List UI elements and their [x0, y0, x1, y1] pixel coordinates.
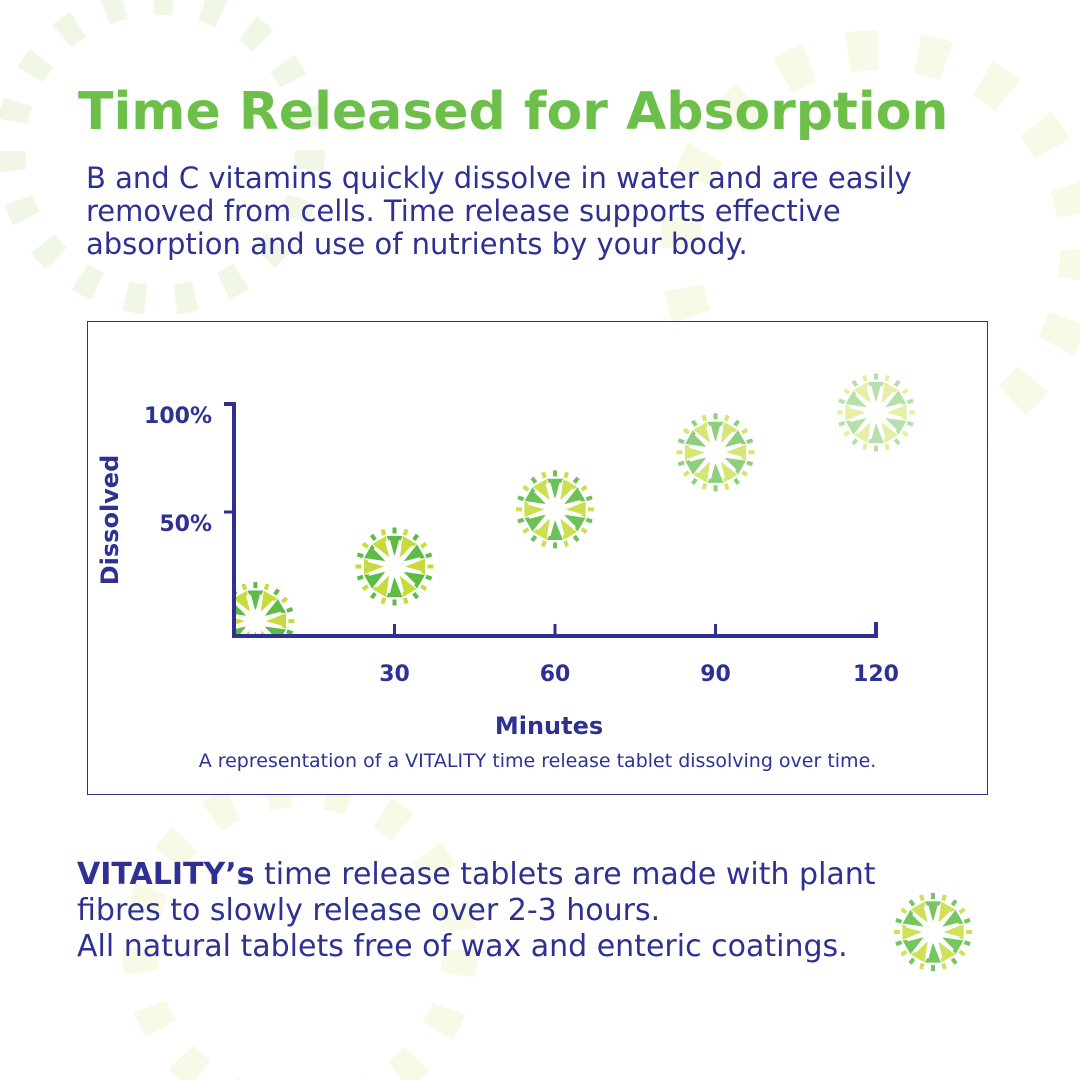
chart-caption: A representation of a VITALITY time rele…: [198, 750, 877, 772]
intro-line: B and C vitamins quickly dissolve in wat…: [86, 161, 912, 195]
x-tick-label: 120: [853, 662, 899, 687]
bottom-line: time release tablets are made with plant: [254, 857, 876, 892]
bottom-line: All natural tablets free of wax and ente…: [77, 929, 848, 964]
x-axis-label: Minutes: [495, 712, 603, 740]
tablet-icon: [355, 527, 434, 606]
intro-line: removed from cells. Time release support…: [86, 194, 841, 228]
tablet-icon: [894, 893, 972, 971]
tablet-icon: [894, 893, 972, 971]
tablet-icon: [516, 470, 594, 549]
intro-text: B and C vitamins quickly dissolve in wat…: [86, 162, 986, 261]
tablet-icon: [837, 373, 915, 452]
x-tick-label: 30: [379, 662, 410, 687]
dissolution-chart: 30 60 90 120 50% 100% Minutes Dissolved: [96, 373, 915, 740]
data-points: [236, 373, 915, 634]
tablet-icon: [676, 413, 755, 492]
y-tick-label: 100%: [144, 404, 212, 429]
tablet-icon: [236, 582, 295, 634]
page-title: Time Released for Absorption: [78, 82, 949, 142]
y-axis-label: Dissolved: [96, 455, 124, 586]
chart-box: 30 60 90 120 50% 100% Minutes Dissolved A repre…: [87, 321, 988, 795]
bottom-text: VITALITY’s time release tablets are made…: [77, 857, 876, 965]
x-tick-label: 90: [700, 662, 731, 687]
brand-name: VITALITY’s: [77, 857, 255, 892]
y-tick-label: 50%: [159, 512, 212, 537]
bottom-line: fibres to slowly release over 2-3 hours.: [77, 893, 661, 928]
intro-line: absorption and use of nutrients by your …: [86, 227, 748, 261]
x-tick-label: 60: [540, 662, 571, 687]
